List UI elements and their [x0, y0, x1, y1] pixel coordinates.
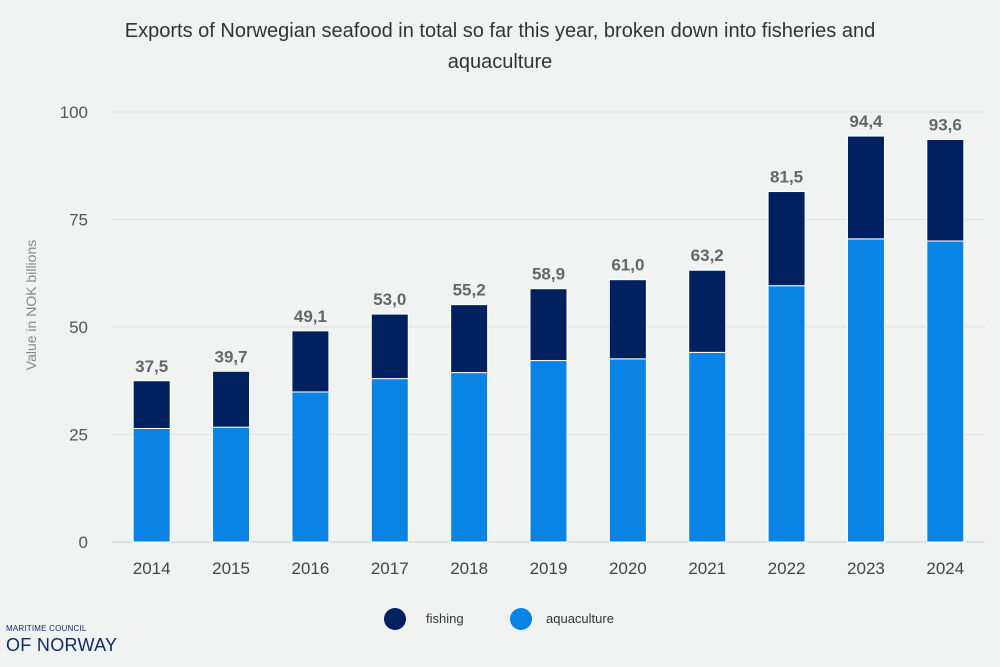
x-tick-label: 2021: [688, 559, 726, 578]
bar-fishing[interactable]: [212, 370, 251, 428]
total-data-label: 63,2: [691, 246, 724, 265]
y-tick-label: 50: [69, 318, 88, 337]
bar-fishing[interactable]: [291, 330, 330, 393]
y-tick-label: 100: [60, 103, 88, 122]
chart-title: Exports of Norwegian seafood in total so…: [124, 20, 876, 73]
bar-fishing[interactable]: [688, 269, 727, 353]
y-tick-label: 0: [79, 533, 88, 552]
x-tick-label: 2015: [212, 559, 250, 578]
bar-aquaculture[interactable]: [291, 391, 330, 543]
bar-aquaculture[interactable]: [767, 285, 806, 543]
bar-aquaculture[interactable]: [926, 240, 965, 543]
legend: fishing aquaculture: [384, 608, 644, 632]
logo-line-1: MARITIME COUNCIL: [6, 624, 87, 633]
total-data-label: 93,6: [929, 116, 962, 135]
bar-aquaculture[interactable]: [846, 238, 885, 543]
bar-fishing[interactable]: [529, 288, 568, 362]
legend-swatch-aquaculture[interactable]: [510, 608, 532, 630]
bar-aquaculture[interactable]: [212, 426, 251, 543]
total-data-label: 53,0: [373, 290, 406, 309]
x-tick-label: 2017: [371, 559, 409, 578]
x-tick-label: 2018: [450, 559, 488, 578]
x-tick-label: 2020: [609, 559, 647, 578]
bar-fishing[interactable]: [926, 139, 965, 242]
legend-swatch-fishing[interactable]: [384, 608, 406, 630]
x-tick-label: 2022: [768, 559, 806, 578]
legend-label-fishing: fishing: [426, 611, 464, 626]
bar-aquaculture[interactable]: [370, 378, 409, 543]
bar-aquaculture[interactable]: [132, 427, 171, 543]
x-tick-label: 2016: [291, 559, 329, 578]
logo-line-2: OF NORWAY: [6, 635, 118, 655]
y-axis-label: Value in NOK billions: [23, 240, 39, 370]
bar-aquaculture[interactable]: [608, 358, 647, 543]
brand-logo: MARITIME COUNCIL OF NORWAY: [6, 624, 117, 656]
total-data-label: 49,1: [294, 307, 327, 326]
bar-fishing[interactable]: [608, 279, 647, 360]
bar-aquaculture[interactable]: [529, 360, 568, 543]
x-tick-label: 2019: [530, 559, 568, 578]
bar-aquaculture[interactable]: [450, 372, 489, 543]
x-tick-label: 2023: [847, 559, 885, 578]
y-tick-label: 75: [69, 211, 88, 230]
y-tick-label: 25: [69, 426, 88, 445]
total-data-label: 37,5: [135, 357, 168, 376]
x-tick-label: 2014: [133, 559, 171, 578]
bar-fishing[interactable]: [767, 191, 806, 287]
bar-aquaculture[interactable]: [688, 351, 727, 543]
total-data-label: 39,7: [214, 347, 247, 366]
total-data-label: 81,5: [770, 168, 803, 187]
total-data-label: 94,4: [849, 112, 883, 131]
chart-plot: 0 25 50 75 100 Value in NOK billions 37,5 2014 3…: [23, 103, 985, 578]
x-tick-label: 2024: [926, 559, 964, 578]
total-data-label: 58,9: [532, 265, 565, 284]
bar-fishing[interactable]: [132, 380, 171, 429]
total-data-label: 61,0: [611, 256, 644, 275]
legend-label-aquaculture: aquaculture: [546, 611, 614, 626]
bar-fishing[interactable]: [370, 313, 409, 380]
total-data-label: 55,2: [453, 281, 486, 300]
bar-fishing[interactable]: [450, 304, 489, 374]
bar-fishing[interactable]: [846, 135, 885, 240]
